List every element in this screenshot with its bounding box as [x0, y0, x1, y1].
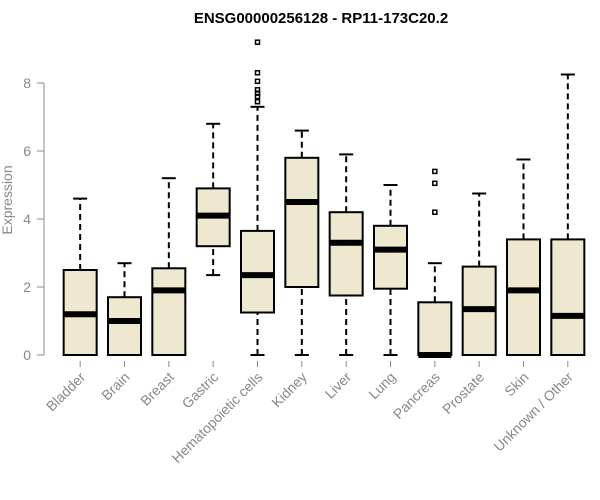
outlier-point	[254, 87, 261, 93]
y-axis: 0 2 4 6 8	[23, 75, 45, 363]
x-tick-label: Gastric	[179, 369, 222, 412]
box-7	[373, 184, 408, 356]
box-rect	[240, 229, 275, 314]
box-8	[417, 168, 453, 358]
box-rect	[151, 267, 187, 356]
boxes-group	[62, 39, 586, 358]
box-4	[240, 39, 275, 356]
x-tick-label: Liver	[322, 369, 355, 402]
chart-title: ENSG00000256128 - RP11-173C20.2	[194, 10, 448, 27]
x-tick-label: Kidney	[268, 369, 310, 411]
y-tick-label: 0	[23, 347, 31, 363]
x-tick-label: Pancreas	[390, 369, 443, 422]
y-tick-label: 8	[23, 75, 31, 91]
outlier-point	[254, 98, 261, 105]
box-10	[506, 158, 541, 356]
x-tick-label: Unknown / Other	[490, 369, 576, 455]
outlier-point	[254, 78, 261, 85]
box-rect	[417, 301, 453, 356]
x-tick-label: Breast	[137, 369, 177, 409]
box-rect	[107, 296, 142, 357]
outlier-point	[432, 209, 438, 215]
x-tick-label: Lung	[365, 369, 398, 402]
x-tick-label: Brain	[98, 369, 132, 403]
box-11	[550, 73, 586, 356]
x-tick-label: Prostate	[439, 369, 487, 417]
box-0	[62, 197, 98, 356]
box-rect	[328, 211, 364, 297]
box-rect	[550, 238, 586, 356]
box-3	[195, 122, 231, 277]
box-9	[461, 192, 497, 357]
box-2	[151, 177, 187, 356]
y-tick-label: 2	[23, 279, 31, 295]
outlier-point	[432, 180, 438, 187]
box-1	[107, 262, 142, 357]
box-5	[284, 129, 320, 356]
box-rect	[506, 238, 541, 356]
y-tick-label: 4	[23, 211, 31, 227]
box-rect	[373, 224, 408, 290]
outlier-point	[254, 70, 261, 76]
box-6	[328, 153, 364, 356]
outlier-point	[254, 39, 261, 45]
x-tick-label: Skin	[501, 369, 532, 400]
x-tick-label: Bladder	[43, 369, 89, 415]
y-tick-label: 6	[23, 143, 31, 159]
y-axis-label: Expression	[0, 165, 15, 234]
outlier-point	[432, 168, 438, 175]
box-rect	[284, 156, 320, 288]
